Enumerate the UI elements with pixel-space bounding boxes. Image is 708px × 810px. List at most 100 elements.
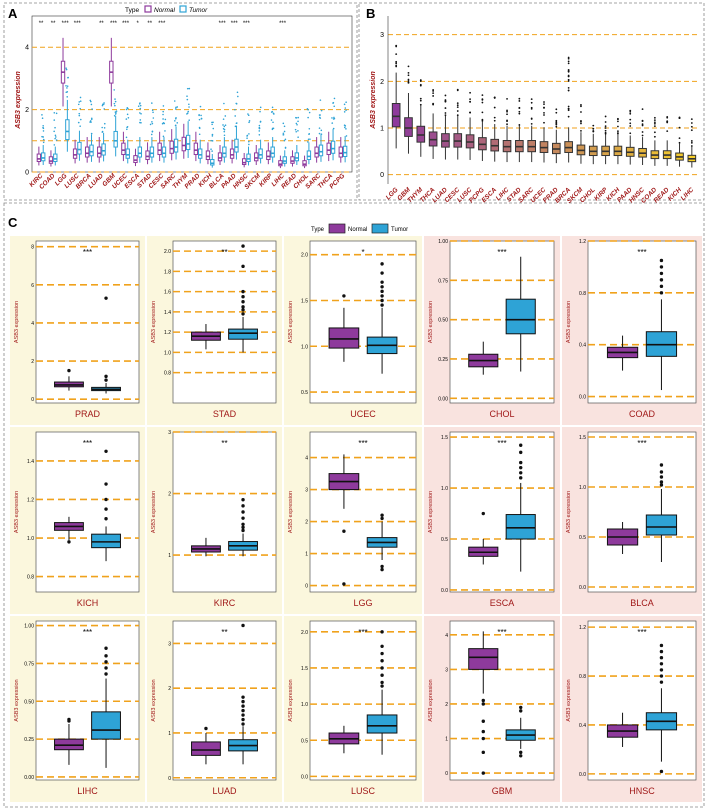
facet-kirc: 1 2 3 ASB3 expression ** KIRC (147, 427, 282, 614)
facet-ytick-label: 1.0 (164, 350, 171, 356)
facet-tumor-outlier (241, 522, 245, 527)
panel-a-tumor-box (210, 159, 215, 166)
panel-a-tumor-outlier (222, 124, 224, 126)
panel-a-tumor-outlier (234, 125, 237, 128)
panel-a-tumor-outlier (212, 127, 215, 130)
facet-tumor-outlier (659, 271, 664, 276)
panel-b-outlier (555, 111, 558, 114)
panel-a-tumor-outlier (319, 99, 322, 101)
panel-a-tumor-outlier (223, 128, 226, 131)
panel-a-tumor-outlier (235, 102, 238, 105)
panel-a-tumor-box (125, 148, 130, 159)
facet-ytick-label: 0.0 (441, 588, 448, 594)
facet-tumor-outlier (519, 709, 523, 713)
facet-tumor-outlier (104, 646, 108, 650)
panel-a-normal-box (48, 156, 54, 164)
facet-cancer-label: LUSC (351, 786, 376, 796)
facet-ytick-label: 2 (168, 686, 171, 692)
panel-b-outlier (653, 131, 656, 134)
facet-tumor-outlier (104, 497, 108, 502)
panel-b-outlier (580, 120, 582, 123)
panel-a-tumor-outlier (113, 102, 116, 105)
panel-a-tumor-outlier (248, 120, 251, 122)
facet-ytick-label: 1.0 (579, 485, 586, 491)
facet-plot-area (449, 431, 555, 593)
panel-b-outlier (555, 119, 558, 122)
facet-ytick-label: 3 (445, 667, 448, 673)
facet-tumor-outlier (241, 305, 245, 309)
panel-a-tumor-outlier (126, 128, 128, 131)
facet-normal-outlier (481, 750, 485, 755)
panel-b-outlier (641, 131, 644, 133)
panel-b-outlier (407, 78, 410, 81)
panel-b-outlier (629, 122, 632, 125)
panel-a-tumor-outlier (295, 122, 298, 125)
facet-plot-area (587, 431, 697, 593)
panel-a-normal-box (217, 152, 223, 162)
facet-ylabel: ASB3 expression (566, 301, 572, 343)
panel-b-outlier (530, 117, 533, 120)
panel-a-tumor-outlier (332, 127, 335, 130)
panel-a-tumor-outlier (236, 122, 238, 124)
panel-a-signif: *** (243, 21, 251, 27)
panel-a-tumor-outlier (294, 128, 297, 131)
facet-tumor-outlier (659, 463, 664, 467)
panel-a-normal-box (145, 150, 150, 161)
panel-a-tumor-outlier (332, 101, 335, 104)
facet-tumor-outlier (104, 482, 108, 486)
facet-ylabel: ASB3 expression (151, 301, 157, 343)
facet-ytick-label: 1.0 (301, 344, 308, 350)
panel-a-tumor-outlier (113, 89, 115, 91)
panel-a-tumor-outlier (272, 127, 275, 130)
panel-a-tumor-outlier (248, 133, 250, 135)
panel-b-outlier (395, 64, 398, 67)
panel-a-normal-box (326, 142, 331, 156)
panel-b-outlier (653, 122, 656, 125)
facet-ytick-label: 1.2 (164, 330, 171, 336)
panel-b-outlier (530, 98, 533, 101)
facet-ytick-label: 2.0 (301, 253, 308, 259)
facet-ytick-label: 0.8 (27, 575, 34, 581)
facet-ytick-label: 0.5 (579, 535, 586, 541)
panel-b-outlier (567, 89, 570, 92)
panel-a-tumor-outlier (42, 141, 45, 144)
facet-signif: ** (221, 248, 227, 257)
panel-a-tumor-outlier (345, 135, 348, 137)
panel-b-outlier (555, 122, 558, 125)
panel-b-outlier (580, 105, 582, 108)
facet-tumor-outlier (380, 271, 384, 275)
facet-cancer-label: COAD (629, 409, 656, 419)
facet-tumor-box (228, 328, 258, 340)
panel-b-outlier (690, 140, 693, 142)
facet-tumor-outlier (659, 470, 664, 474)
panel-a-tumor-outlier (151, 130, 154, 133)
facet-ytick-label: 0.75 (24, 661, 34, 667)
facet-cancer-label: LUAD (212, 786, 237, 796)
facet-ytick-label: 0.50 (24, 699, 34, 705)
facet-signif: *** (358, 628, 367, 637)
panel-a-signif: ** (51, 21, 56, 27)
facet-tumor-outlier (380, 289, 384, 294)
panel-b-outlier (530, 106, 533, 109)
panel-a-tumor-outlier (80, 118, 82, 121)
panel-a-tumor-outlier (320, 109, 323, 112)
facet-tumor-outlier (659, 483, 664, 487)
panel-a-tumor-outlier (41, 114, 43, 116)
facet-normal-box (468, 648, 499, 670)
facet-ytick-label: 0.8 (164, 371, 171, 377)
facet-prad: 0 2 4 6 8 ASB3 expression *** PRAD (10, 236, 145, 425)
panel-b-outlier (456, 102, 459, 105)
panel-a-tumor-outlier (188, 119, 190, 121)
facet-ucec: 0.5 1.0 1.5 2.0 ASB3 expression * UCEC (284, 236, 422, 425)
panel-a-tumor-box (173, 138, 179, 153)
panel-b-outlier (543, 106, 545, 109)
panel-a-tumor-outlier (307, 108, 309, 111)
facet-tumor-outlier (380, 567, 384, 572)
facet-cancer-label: HNSC (629, 786, 655, 796)
facet-normal-outlier (342, 582, 346, 586)
facet-hnsc: 0.0 0.4 0.8 1.2 ASB3 expression *** HNSC (562, 616, 702, 802)
panel-a-tumor-outlier (345, 109, 347, 112)
panel-a-tumor-outlier (125, 108, 128, 111)
